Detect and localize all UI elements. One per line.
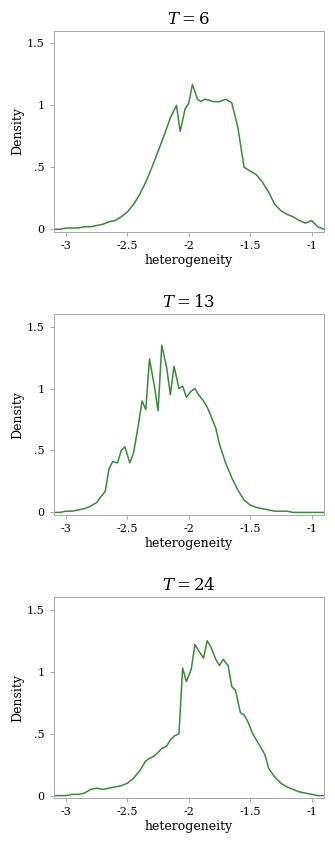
- Title: $T = 13$: $T = 13$: [162, 295, 215, 311]
- X-axis label: heterogeneity: heterogeneity: [145, 820, 233, 833]
- Y-axis label: Density: Density: [11, 674, 24, 722]
- X-axis label: heterogeneity: heterogeneity: [145, 537, 233, 549]
- Y-axis label: Density: Density: [11, 107, 24, 155]
- Title: $T = 6$: $T = 6$: [168, 11, 210, 28]
- Y-axis label: Density: Density: [11, 391, 24, 439]
- Title: $T = 24$: $T = 24$: [162, 577, 216, 594]
- X-axis label: heterogeneity: heterogeneity: [145, 253, 233, 267]
